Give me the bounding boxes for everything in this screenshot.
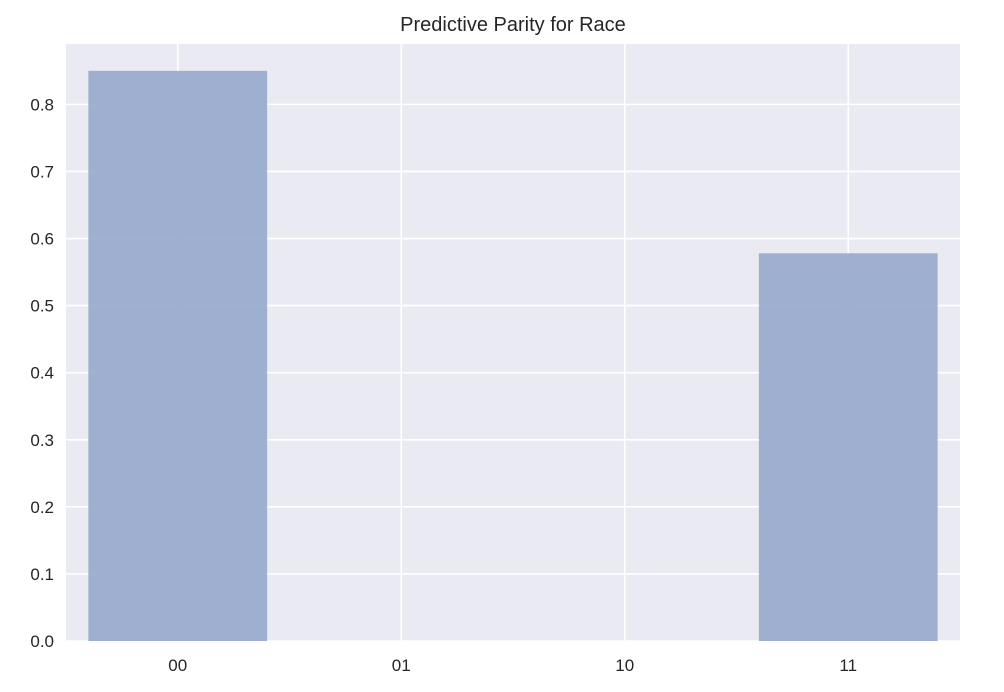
x-tick-label: 10: [615, 656, 634, 675]
bar-11: [758, 253, 938, 641]
x-tick-label: 01: [392, 656, 411, 675]
x-tick-label: 11: [839, 656, 857, 675]
y-tick-label: 0.0: [30, 632, 54, 651]
x-axis-ticks: 00 01 10 11: [168, 656, 857, 675]
y-tick-label: 0.6: [30, 230, 54, 249]
y-tick-label: 0.5: [30, 297, 54, 316]
x-tick-label: 00: [168, 656, 187, 675]
y-tick-label: 0.2: [30, 498, 54, 517]
y-tick-label: 0.7: [30, 162, 54, 181]
y-axis-ticks: 0.0 0.1 0.2 0.3 0.4 0.5 0.6 0.7 0.8: [30, 95, 54, 651]
y-tick-label: 0.4: [30, 364, 54, 383]
bar-00: [88, 70, 268, 641]
y-tick-label: 0.1: [30, 565, 54, 584]
chart-title: Predictive Parity for Race: [400, 14, 626, 36]
y-tick-label: 0.3: [30, 431, 54, 450]
y-tick-label: 0.8: [30, 95, 54, 114]
bars: [88, 70, 938, 641]
